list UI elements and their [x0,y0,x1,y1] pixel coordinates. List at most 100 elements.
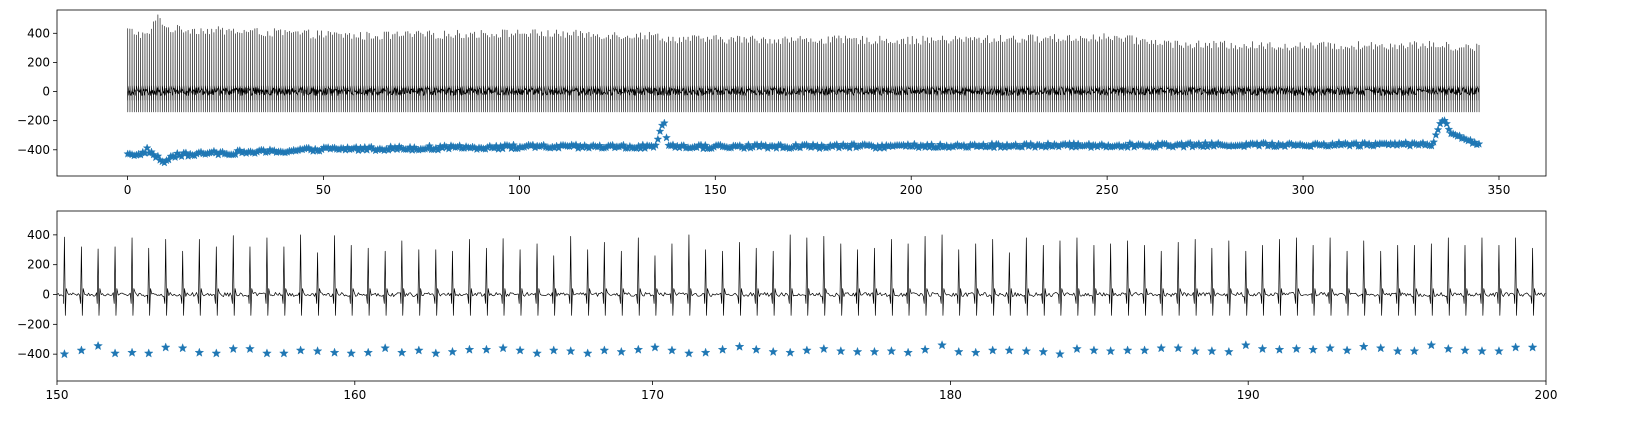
trough-marker [886,346,897,356]
x-tick-label: 200 [1535,388,1558,402]
trough-marker [684,348,694,358]
trough-marker [1240,340,1251,350]
trough-marker [1173,343,1184,353]
trough-marker [1055,349,1065,359]
trough-marker [660,118,669,127]
y-tick-label: 400 [27,228,50,242]
trough-marker [662,133,671,142]
x-tick-label: 170 [641,388,664,402]
trough-marker [142,143,152,152]
x-tick-label: 100 [508,183,531,197]
trough-marker [1325,343,1335,353]
trough-marker [802,345,812,355]
axes-frame [56,9,1547,177]
trough-marker [414,345,424,355]
trough-marker [768,346,779,357]
trough-marker [532,348,542,358]
trough-marker [571,140,581,149]
trough-marker [1375,343,1386,353]
trough-marker [835,346,846,356]
trough-marker [1072,343,1082,354]
trough-marker [785,347,796,357]
trough-marker [279,348,289,358]
trough-marker [1084,139,1094,148]
trough-marker [1392,346,1403,356]
trough-marker [93,340,103,351]
trough-marker [110,348,120,358]
y-tick-label: 400 [27,26,50,40]
trough-marker [1185,138,1195,147]
trough-marker [1358,341,1369,351]
trough-marker [1431,130,1441,139]
x-tick-label: 0 [124,183,132,197]
x-tick-label: 300 [1292,183,1315,197]
trough-marker [177,343,188,353]
trough-marker [1004,345,1015,355]
trough-marker [1433,125,1443,134]
signal-trace [57,234,1546,316]
x-tick-label: 250 [1096,183,1119,197]
trough-marker [397,347,407,357]
x-tick-label: 50 [316,183,331,197]
plot-area [123,14,1484,167]
x-tick-label: 150 [704,183,727,197]
trough-marker [1442,119,1452,128]
trough-marker [987,345,998,355]
trough-marker [700,140,710,150]
trough-marker [1156,343,1167,353]
trough-marker [1139,345,1150,355]
trough-marker [734,341,745,351]
y-tick-label: −200 [17,317,50,331]
trough-marker [751,344,762,354]
trough-marker [1308,344,1318,354]
trough-marker [903,347,913,357]
trough-marker [1494,346,1504,356]
trough-marker [937,340,947,350]
x-tick-label: 180 [939,388,962,402]
trough-marker [153,151,163,160]
trough-marker [582,348,593,358]
trough-marker [498,343,508,353]
trough-marker [1342,345,1352,355]
trough-marker [1443,343,1454,354]
trough-marker [363,347,374,357]
trough-marker [262,348,272,358]
trough-marker [565,346,576,356]
trough-marker [1224,346,1234,357]
trough-marker [312,346,323,356]
trough-marker [650,342,660,352]
y-tick-label: 0 [42,288,50,302]
trough-marker [181,148,191,157]
trough-marker [655,126,665,136]
x-tick-label: 190 [1237,388,1260,402]
trough-marker [1190,346,1201,356]
y-tick-label: 0 [42,85,50,99]
trough-marker [425,141,434,150]
trough-marker [1069,138,1079,148]
trough-marker [1207,346,1217,356]
trough-marker [1267,138,1277,148]
trough-marker [245,343,255,354]
plot-area [57,234,1546,359]
trough-marker [1105,346,1116,356]
trough-marker [346,348,357,358]
trough-marker [970,347,981,357]
trough-marker [509,140,518,149]
trough-marker [700,347,711,357]
y-tick-label: −200 [17,114,50,128]
trough-marker [1444,124,1454,134]
x-tick-label: 150 [46,388,69,402]
y-tick-label: 200 [27,258,50,272]
trough-marker [1021,346,1032,356]
trough-marker [633,344,644,354]
trough-marker [1429,137,1439,146]
trough-marker [194,347,205,357]
trough-marker [1510,342,1521,352]
x-tick-label: 200 [900,183,923,197]
trough-marker [651,140,661,149]
trough-marker [295,345,306,355]
trough-marker [987,139,997,148]
trough-marker [717,344,728,354]
trough-marker [696,140,706,149]
